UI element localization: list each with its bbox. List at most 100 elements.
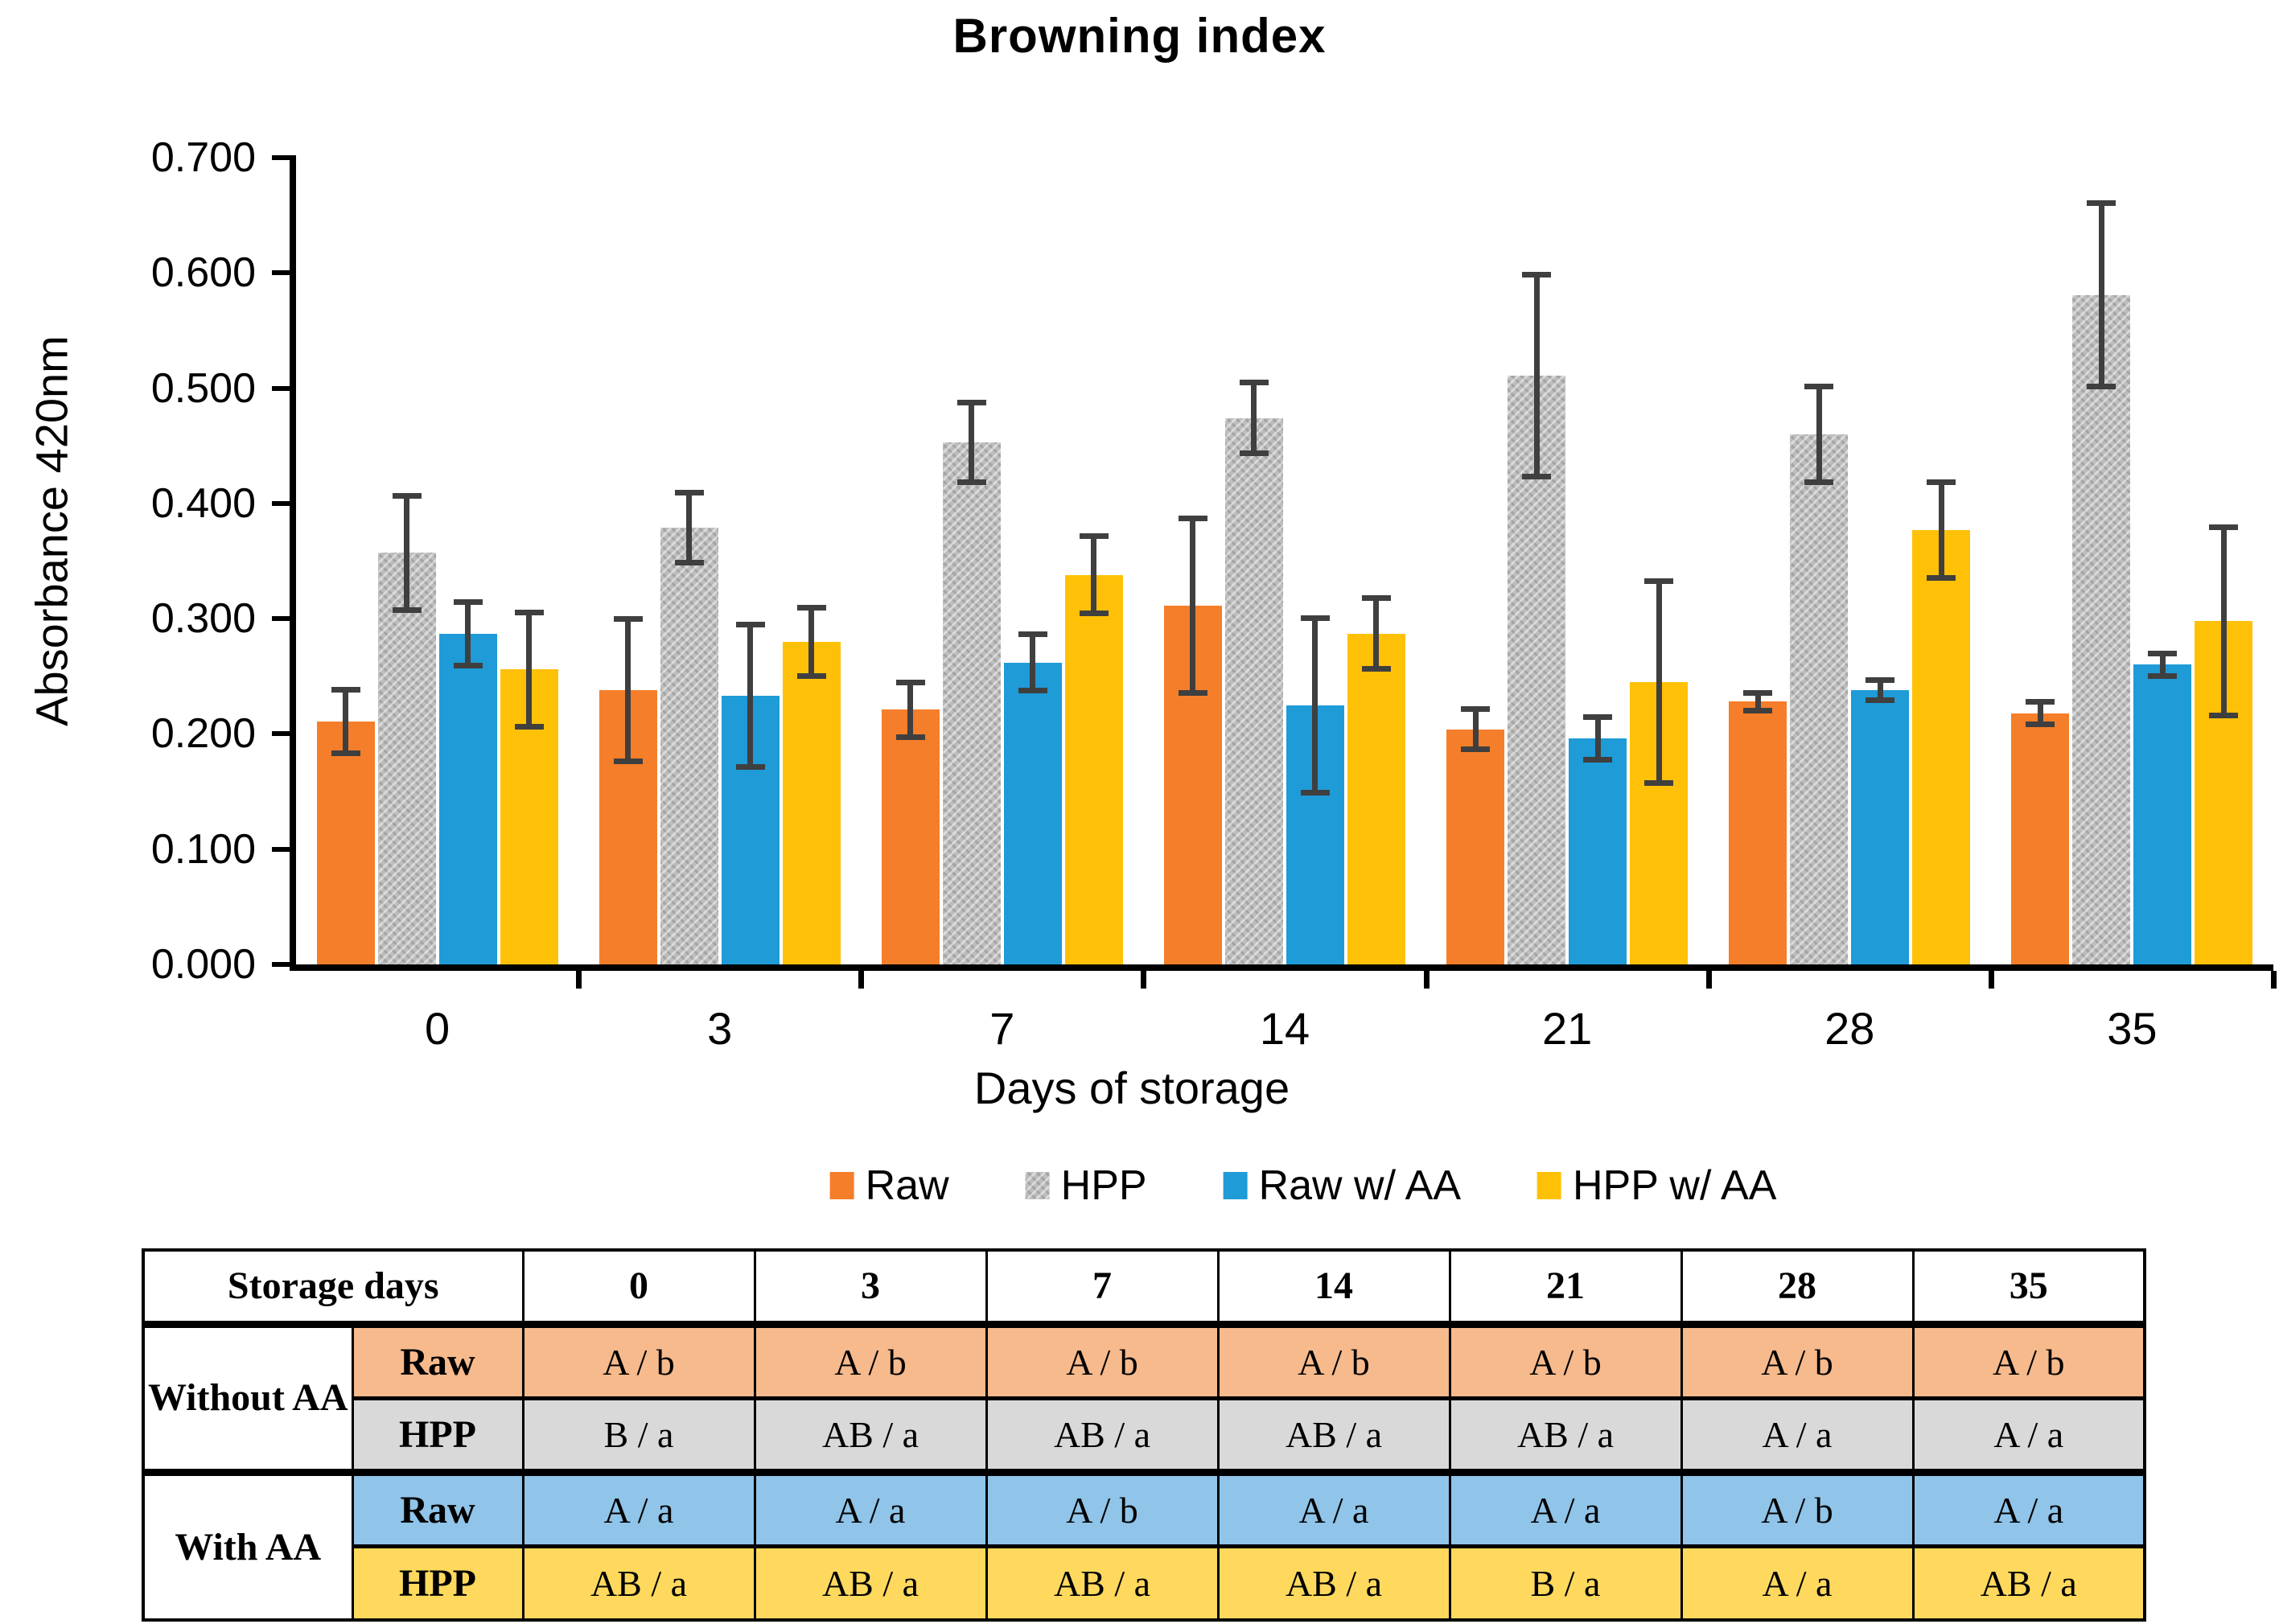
- table-cell: A / b: [1448, 1322, 1683, 1400]
- error-bar-line: [1594, 716, 1601, 761]
- bar-hpp-day-35: [2072, 294, 2131, 964]
- table-cell: A / b: [521, 1322, 756, 1400]
- table-cell: AB / a: [985, 1396, 1220, 1476]
- y-tick-label: 0.500: [150, 364, 256, 412]
- error-bar-cap-bottom: [1239, 450, 1269, 457]
- error-bar-line: [1091, 535, 1097, 615]
- bar-group-day-3: 3: [578, 158, 861, 1051]
- error-bar-cap-bottom: [735, 763, 765, 770]
- error-bar-cap-top: [1583, 713, 1613, 720]
- x-category-label: 0: [424, 1003, 450, 1054]
- error-bar-cap-top: [2087, 199, 2117, 206]
- bar-raw-day-21: [1446, 729, 1505, 964]
- table-column-header: 21: [1448, 1248, 1683, 1328]
- table-column-header: 28: [1680, 1248, 1915, 1328]
- bar-group-day-14: 14: [1143, 158, 1425, 1051]
- x-category-label: 21: [1541, 1003, 1593, 1054]
- bar-hpp-w-aa-day-3: [782, 641, 841, 964]
- error-bar-line: [1251, 382, 1257, 454]
- table-cell: A / a: [1448, 1470, 1683, 1548]
- error-bar-cap-top: [1300, 615, 1330, 621]
- table-cell: B / a: [521, 1396, 756, 1476]
- error-bar-line: [1030, 633, 1036, 692]
- bar-hpp-w-aa-day-28: [1912, 529, 1971, 964]
- x-axis-tick: [1423, 971, 1430, 989]
- x-category-label: 3: [707, 1003, 733, 1054]
- y-tick-label: 0.700: [150, 134, 256, 181]
- row-group-label: Without AA: [142, 1322, 354, 1476]
- error-bar-cap-bottom: [1866, 697, 1895, 703]
- error-bar-cap-top: [613, 616, 643, 623]
- table-cell: AB / a: [1911, 1544, 2146, 1622]
- plot-area: 0.000 0.100 0.200 0.300 0.400 0.500 0.600 0.700…: [151, 137, 2277, 1051]
- error-bar-cap-bottom: [1018, 688, 1047, 694]
- error-bar-line: [969, 401, 975, 483]
- table-cell: A / a: [1680, 1544, 1915, 1622]
- table-cell: A / b: [1911, 1322, 2146, 1400]
- error-bar-cap-top: [1461, 705, 1491, 712]
- x-axis-tick: [858, 971, 865, 989]
- bar-group-day-28: 28: [1709, 158, 1991, 1051]
- bar-hpp-day-14: [1224, 417, 1283, 964]
- error-bar-cap-bottom: [613, 758, 643, 764]
- y-tick: [272, 500, 296, 506]
- table-cell: AB / a: [1448, 1396, 1683, 1476]
- bar-hpp-day-28: [1790, 434, 1849, 964]
- legend-swatch: [1537, 1172, 1561, 1199]
- error-bar-cap-bottom: [331, 750, 360, 756]
- bar-raw-w-aa-day-0: [438, 633, 497, 964]
- x-axis-tick: [1705, 971, 1712, 989]
- table-cell: A / b: [753, 1322, 988, 1400]
- error-bar-cap-top: [1927, 479, 1956, 485]
- error-bar-line: [625, 619, 631, 762]
- error-bar-cap-top: [1522, 271, 1552, 278]
- table-cell: A / b: [985, 1470, 1220, 1548]
- error-bar-cap-top: [674, 489, 704, 495]
- error-bar-cap-bottom: [453, 662, 483, 668]
- x-category-label: 7: [989, 1003, 1015, 1054]
- y-tick-label: 0.400: [150, 479, 256, 527]
- error-bar-cap-bottom: [1361, 666, 1391, 672]
- error-bar-line: [2037, 701, 2043, 725]
- table-cell: A / a: [521, 1470, 756, 1548]
- error-bar-cap-bottom: [1461, 746, 1491, 753]
- error-bar-cap-bottom: [1522, 473, 1552, 479]
- table-cell: A / a: [753, 1470, 988, 1548]
- bar-raw-day-0: [316, 721, 375, 964]
- error-bar-line: [907, 681, 914, 738]
- table-cell: A / b: [1216, 1322, 1451, 1400]
- error-bar-cap-top: [1644, 578, 1674, 584]
- error-bar-cap-bottom: [2026, 721, 2055, 727]
- table-cell: AB / a: [521, 1544, 756, 1622]
- legend-label: Raw w/ AA: [1258, 1162, 1461, 1209]
- error-bar-cap-top: [2026, 699, 2055, 705]
- legend-label: Raw: [865, 1162, 949, 1209]
- error-bar-cap-top: [453, 598, 483, 605]
- significance-table-wrap: Storage days 0 3 7 14 21 28 35 Without AA Raw A / …: [142, 1248, 2146, 1622]
- error-bar-line: [343, 689, 349, 754]
- error-bar-cap-top: [796, 604, 826, 611]
- table-cell: AB / a: [1216, 1396, 1451, 1476]
- error-bar-line: [2159, 653, 2166, 676]
- table-cell: AB / a: [753, 1544, 988, 1622]
- error-bar-cap-bottom: [514, 723, 544, 730]
- table-column-header: 0: [521, 1248, 756, 1328]
- error-bar-line: [1533, 273, 1540, 477]
- y-tick-label: 0.100: [150, 825, 256, 873]
- x-category-label: 14: [1259, 1003, 1310, 1054]
- error-bar-line: [1755, 692, 1761, 711]
- legend-swatch: [1025, 1172, 1050, 1199]
- table-cell: A / b: [1680, 1470, 1915, 1548]
- y-tick: [272, 846, 296, 852]
- error-bar-line: [1312, 617, 1318, 793]
- y-tick: [272, 962, 296, 967]
- bar-raw-day-7: [881, 709, 940, 964]
- series-row-label: Raw: [351, 1470, 524, 1548]
- legend-item-hpp: HPP: [1025, 1161, 1147, 1210]
- bar-group-day-7: 7: [861, 158, 1143, 1051]
- y-tick-label: 0.200: [150, 710, 256, 758]
- table-cell: AB / a: [985, 1544, 1220, 1622]
- table-cell: A / a: [1216, 1470, 1451, 1548]
